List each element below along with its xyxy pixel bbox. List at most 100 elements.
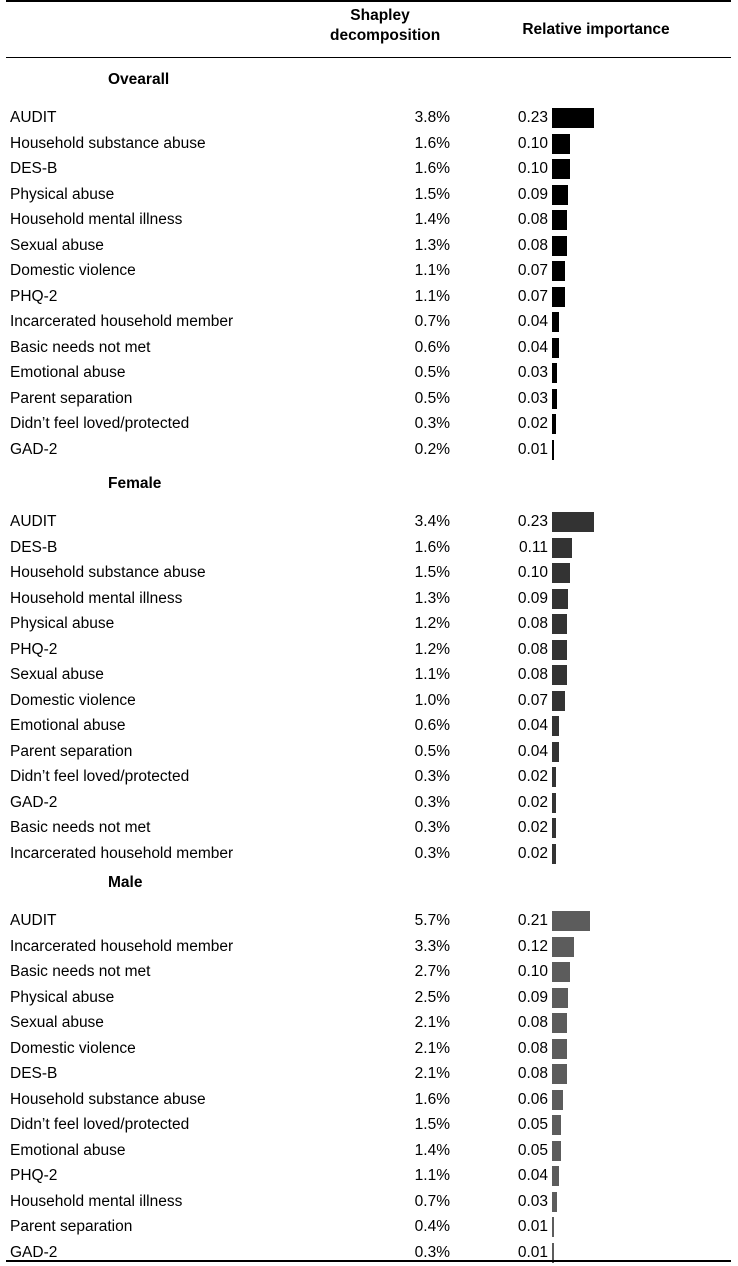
importance-bar: [552, 286, 565, 307]
relative-importance-value: 0.08: [517, 615, 548, 632]
row-label: PHQ-2: [10, 287, 58, 305]
row-label: Household mental illness: [10, 1192, 183, 1210]
relative-importance-column-header: Relative importance: [522, 21, 670, 38]
relative-importance-value: 0.10: [517, 134, 548, 152]
shapley-value: 0.4%: [414, 1218, 450, 1235]
shapley-value: 3.4%: [414, 513, 450, 530]
relative-importance-value: 0.08: [517, 211, 548, 228]
shapley-value: 1.4%: [414, 1141, 450, 1159]
importance-bar: [552, 1242, 554, 1263]
importance-bar: [552, 1115, 562, 1135]
row-label: Sexual abuse: [10, 666, 104, 683]
shapley-value: 3.3%: [414, 937, 450, 955]
importance-bar: [552, 108, 594, 128]
row-label: DES-B: [10, 538, 58, 556]
relative-importance-value: 0.06: [517, 1090, 548, 1108]
row-label: Physical abuse: [10, 615, 115, 632]
group-heading: Male: [108, 874, 143, 891]
row-label: Emotional abuse: [10, 1141, 126, 1159]
shapley-value: 0.3%: [414, 768, 450, 785]
importance-bar: [552, 261, 565, 281]
shapley-value: 0.5%: [414, 389, 450, 407]
shapley-value: 1.5%: [414, 564, 450, 581]
shapley-value: 1.5%: [414, 1116, 450, 1133]
shapley-value: 1.6%: [414, 538, 450, 556]
row-label: Household mental illness: [10, 211, 183, 228]
shapley-value: 0.5%: [414, 364, 450, 381]
importance-bar: [552, 843, 556, 864]
importance-bar: [552, 1064, 567, 1084]
importance-bar: [552, 235, 567, 256]
row-label: Household substance abuse: [10, 134, 206, 152]
row-label: Physical abuse: [10, 185, 115, 203]
relative-importance-value: 0.07: [517, 287, 548, 305]
relative-importance-value: 0.04: [517, 1167, 548, 1184]
row-label: Domestic violence: [10, 691, 136, 709]
importance-bar: [552, 337, 560, 358]
importance-bar: [552, 665, 567, 685]
importance-bar: [552, 1013, 567, 1033]
relative-importance-value: 0.08: [517, 1039, 548, 1057]
shapley-value: 1.4%: [414, 211, 450, 228]
relative-importance-value: 0.10: [517, 963, 548, 980]
header-rule: [6, 57, 731, 58]
relative-importance-value: 0.05: [517, 1141, 548, 1159]
row-label: Emotional abuse: [10, 717, 126, 734]
row-label: Didn’t feel loved/protected: [10, 1116, 190, 1133]
importance-bar: [552, 818, 556, 838]
relative-importance-value: 0.10: [517, 160, 548, 177]
importance-bar: [552, 987, 569, 1008]
importance-bar: [552, 767, 556, 787]
importance-bar: [552, 962, 571, 982]
relative-importance-value: 0.02: [517, 768, 548, 785]
shapley-value: 1.2%: [414, 640, 450, 658]
row-label: AUDIT: [10, 109, 57, 126]
relative-importance-value: 0.01: [517, 1218, 548, 1235]
relative-importance-value: 0.10: [517, 564, 548, 581]
shapley-column-header: Shapley decomposition: [330, 7, 441, 44]
importance-bar: [552, 388, 558, 409]
relative-importance-value: 0.08: [517, 1014, 548, 1031]
relative-importance-value: 0.08: [517, 236, 548, 254]
importance-bar: [552, 690, 565, 711]
row-label: Parent separation: [10, 742, 133, 760]
importance-bar: [552, 184, 569, 205]
group-heading: Female: [108, 475, 162, 492]
relative-importance-value: 0.12: [517, 937, 548, 955]
importance-bar: [552, 588, 569, 609]
relative-importance-value: 0.09: [517, 589, 548, 607]
shapley-value: 1.1%: [414, 1167, 450, 1184]
relative-importance-value: 0.07: [517, 262, 548, 279]
shapley-value: 1.0%: [414, 691, 450, 709]
importance-bar: [552, 414, 556, 434]
shapley-value: 3.8%: [414, 109, 450, 126]
relative-importance-value: 0.05: [517, 1116, 548, 1133]
row-label: AUDIT: [10, 912, 57, 929]
row-label: PHQ-2: [10, 640, 58, 658]
relative-importance-value: 0.01: [517, 1243, 548, 1261]
importance-bar: [552, 210, 567, 230]
importance-bar: [552, 1217, 554, 1237]
shapley-value: 0.5%: [414, 742, 450, 760]
shapley-value: 1.5%: [414, 185, 450, 203]
relative-importance-value: 0.09: [517, 185, 548, 203]
shapley-value: 0.6%: [414, 717, 450, 734]
relative-importance-value: 0.03: [517, 389, 548, 407]
importance-bar: [552, 741, 560, 762]
importance-bar: [552, 936, 574, 957]
shapley-value: 2.7%: [414, 963, 450, 980]
relative-importance-value: 0.02: [517, 415, 548, 432]
shapley-value: 1.1%: [414, 666, 450, 683]
importance-bar: [552, 639, 567, 660]
row-label: GAD-2: [10, 793, 58, 811]
shapley-value: 1.1%: [414, 287, 450, 305]
row-label: GAD-2: [10, 1243, 58, 1261]
relative-importance-value: 0.03: [517, 1192, 548, 1210]
relative-importance-value: 0.04: [517, 338, 548, 356]
relative-importance-value: 0.08: [517, 1065, 548, 1082]
relative-importance-value: 0.03: [517, 364, 548, 381]
row-label: Incarcerated household member: [10, 844, 234, 862]
row-label: Household mental illness: [10, 589, 183, 607]
shapley-value: 2.5%: [414, 988, 450, 1006]
row-label: Didn’t feel loved/protected: [10, 768, 190, 785]
